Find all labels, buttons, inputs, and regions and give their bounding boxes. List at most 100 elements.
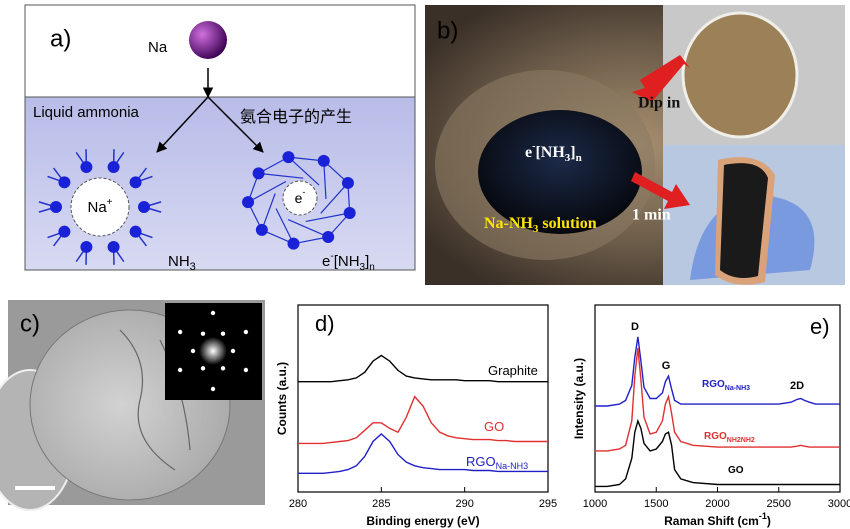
series-name: Graphite bbox=[488, 363, 538, 378]
nitrogen bbox=[80, 161, 92, 173]
molecule-sub: 3 bbox=[190, 261, 196, 273]
nitrogen bbox=[322, 231, 334, 243]
x-tick-label: 295 bbox=[539, 498, 557, 510]
series-label: RGONH2NH2 bbox=[704, 431, 755, 444]
nitrogen bbox=[344, 207, 356, 219]
series-line bbox=[298, 397, 548, 444]
diffraction-spot bbox=[221, 331, 225, 335]
x-axis-label: Binding energy (eV) bbox=[366, 514, 479, 528]
text: [NH bbox=[334, 253, 360, 270]
nitrogen bbox=[108, 241, 120, 253]
x-tick-label: 2500 bbox=[767, 498, 791, 510]
nitrogen bbox=[130, 176, 142, 188]
nitrogen bbox=[108, 161, 120, 173]
nitrogen bbox=[253, 167, 265, 179]
series-name-sub: Na-NH3 bbox=[725, 385, 750, 392]
plot-frame bbox=[595, 305, 840, 492]
paper-disk bbox=[683, 13, 797, 137]
charts: 280 285 290 295 Binding energy (eV) Counts (a… bbox=[275, 305, 850, 528]
text: e bbox=[322, 253, 330, 270]
series-label: RGONa-NH3 bbox=[702, 379, 750, 392]
ion-charge: + bbox=[107, 197, 113, 208]
nitrogen bbox=[282, 151, 294, 163]
sub: n bbox=[576, 152, 582, 164]
series-label: GO bbox=[728, 465, 744, 476]
sub: n bbox=[369, 262, 375, 273]
x-tick-label: 2000 bbox=[705, 498, 729, 510]
panel-c: c) bbox=[0, 300, 265, 510]
series-name: RGO bbox=[702, 379, 725, 390]
diffraction-spot bbox=[244, 330, 248, 334]
series-name: GO bbox=[728, 465, 744, 476]
time-label: 1 min bbox=[632, 207, 671, 224]
nitrogen bbox=[50, 201, 62, 213]
x-tick-label: 3000 bbox=[828, 498, 850, 510]
sodium-atom bbox=[189, 21, 227, 59]
nitrogen bbox=[58, 176, 70, 188]
nitrogen bbox=[256, 224, 268, 236]
series-name-sub: NH2NH2 bbox=[727, 437, 755, 444]
x-axis-label-part: ) bbox=[767, 514, 771, 528]
nitrogen bbox=[130, 226, 142, 238]
x-axis-label: Raman Shift (cm-1) bbox=[664, 511, 771, 528]
series-label: Graphite bbox=[488, 363, 538, 378]
molecule-text: NH bbox=[168, 253, 190, 270]
diffraction-spot bbox=[211, 387, 215, 391]
nitrogen bbox=[138, 201, 150, 213]
diffraction-spot bbox=[211, 311, 215, 315]
x-axis-label-part: Raman Shift (cm bbox=[664, 514, 759, 528]
series-name: RGO bbox=[704, 431, 727, 442]
x-tick-label: 290 bbox=[455, 498, 473, 510]
series-label: GO bbox=[484, 419, 504, 434]
panel-label: a) bbox=[50, 25, 71, 52]
diffraction-spot bbox=[178, 368, 182, 372]
panel-b: b) Dip in 1 min e-[NH3]n Na-NH3 solution bbox=[425, 5, 845, 285]
panel-label: b) bbox=[437, 17, 458, 44]
peak-label: 2D bbox=[790, 380, 804, 392]
peak-label: D bbox=[631, 321, 639, 333]
peak-label: G bbox=[662, 360, 671, 372]
diffraction-spot bbox=[178, 330, 182, 334]
nitrogen bbox=[58, 226, 70, 238]
diffraction-spot bbox=[244, 368, 248, 372]
series-name: GO bbox=[484, 419, 504, 434]
panel-label: d) bbox=[315, 311, 335, 336]
text: Na-NH bbox=[484, 215, 533, 232]
panel-label: e) bbox=[810, 314, 830, 339]
y-axis-label: Intensity (a.u.) bbox=[572, 358, 586, 439]
atom-label: Na bbox=[148, 39, 168, 56]
series-name-sub: Na-NH3 bbox=[496, 461, 529, 471]
nitrogen bbox=[80, 241, 92, 253]
y-axis-label: Counts (a.u.) bbox=[275, 362, 289, 435]
x-tick-label: 1000 bbox=[583, 498, 607, 510]
dip-label: Dip in bbox=[638, 95, 680, 112]
nitrogen bbox=[318, 155, 330, 167]
panel-label: c) bbox=[20, 310, 40, 337]
x-axis-label-part: Binding energy (eV) bbox=[366, 514, 479, 528]
electron-charge: - bbox=[302, 187, 305, 197]
nitrogen bbox=[342, 177, 354, 189]
central-spot bbox=[199, 337, 227, 365]
series-line bbox=[595, 337, 840, 406]
chart: 1000 1500 2000 2500 3000 Raman Shift (cm-1) In… bbox=[572, 305, 850, 528]
nitrogen bbox=[287, 238, 299, 250]
diffraction-spot bbox=[231, 349, 235, 353]
diffraction-spot bbox=[201, 331, 205, 335]
x-tick-label: 280 bbox=[289, 498, 307, 510]
x-tick-label: 285 bbox=[372, 498, 390, 510]
chart: 280 285 290 295 Binding energy (eV) Counts (a… bbox=[275, 305, 557, 528]
figure: a) Na Liquid ammonia 氨合电子的产生 Na+ e- NH3 … bbox=[0, 0, 850, 529]
diffraction-spot bbox=[201, 366, 205, 370]
diffraction-spot bbox=[191, 349, 195, 353]
caption: 氨合电子的产生 bbox=[240, 108, 352, 126]
x-tick-label: 1500 bbox=[644, 498, 668, 510]
series-name: RGO bbox=[466, 454, 496, 469]
diffraction-spot bbox=[221, 366, 225, 370]
solvated-label: e-[NH3]n bbox=[322, 251, 375, 273]
electron-text: e bbox=[295, 190, 303, 206]
solvent-label: Liquid ammonia bbox=[33, 104, 140, 121]
x-axis-label-part: -1 bbox=[759, 511, 767, 521]
text: solution bbox=[538, 215, 596, 232]
nitrogen bbox=[242, 196, 254, 208]
ion-text: Na bbox=[87, 199, 107, 216]
